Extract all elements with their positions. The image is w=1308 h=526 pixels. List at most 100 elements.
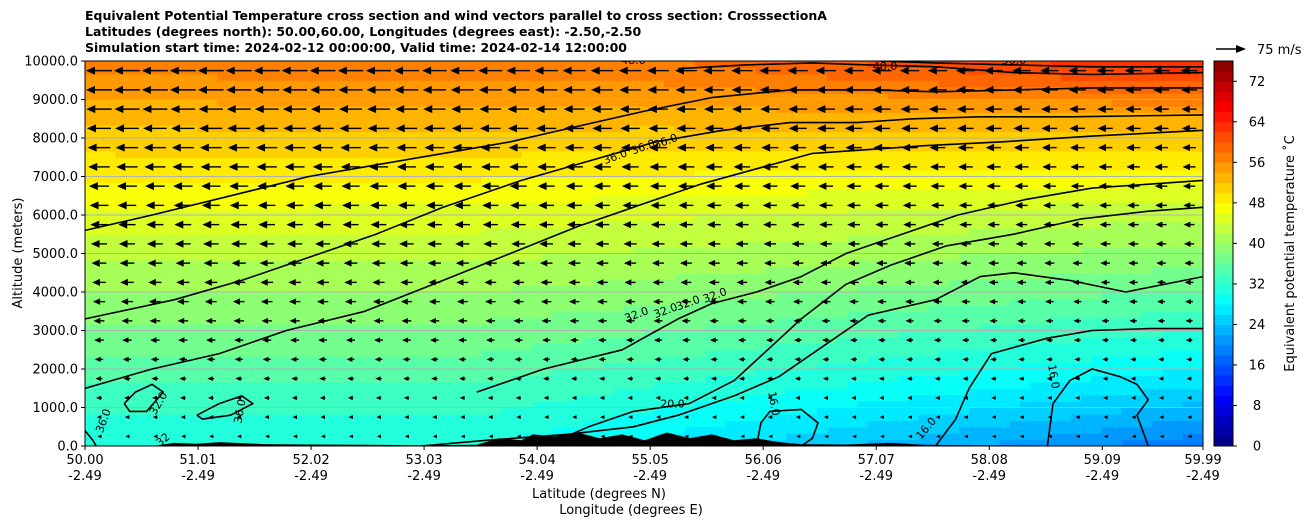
field-cell (359, 125, 371, 133)
field-cell (786, 240, 798, 248)
field-cell (145, 413, 157, 421)
field-cell (725, 61, 737, 69)
field-cell (135, 259, 147, 267)
field-cell (664, 61, 676, 69)
field-cell (633, 150, 645, 158)
field-cell (166, 150, 178, 158)
field-cell (410, 247, 421, 255)
field-cell (298, 195, 310, 203)
field-cell (552, 234, 564, 242)
field-cell (522, 195, 533, 203)
field-cell (522, 170, 533, 178)
field-cell (633, 208, 645, 216)
field-cell (359, 150, 371, 158)
field-cell (450, 304, 462, 312)
field-cell (867, 285, 879, 293)
field-cell (196, 131, 208, 139)
field-cell (501, 292, 513, 300)
field-cell (837, 189, 848, 197)
field-cell (674, 253, 686, 261)
field-cell (583, 221, 594, 229)
field-cell (166, 131, 178, 139)
field-cell (522, 150, 533, 158)
field-cell (400, 131, 411, 139)
field-cell (298, 311, 310, 319)
field-cell (217, 73, 228, 81)
field-cell (603, 330, 615, 338)
field-cell (583, 247, 594, 255)
field-cell (461, 407, 472, 415)
field-cell (806, 292, 818, 300)
field-cell (440, 112, 452, 120)
field-cell (877, 349, 889, 357)
field-cell (735, 150, 747, 158)
field-cell (267, 99, 279, 107)
field-cell (755, 413, 767, 421)
field-cell (227, 157, 239, 165)
field-cell (837, 221, 848, 229)
field-cell (339, 131, 350, 139)
field-cell (847, 349, 859, 357)
field-cell (898, 221, 909, 229)
field-cell (308, 285, 320, 293)
field-cell (430, 208, 442, 216)
field-cell (918, 336, 930, 344)
field-cell (511, 93, 523, 101)
field-cell (847, 330, 859, 338)
field-cell (664, 221, 676, 229)
field-cell (359, 189, 371, 197)
field-cell (796, 311, 808, 319)
field-cell (847, 401, 859, 409)
field-cell (105, 208, 117, 216)
field-cell (501, 343, 513, 351)
field-cell (857, 401, 869, 409)
field-cell (369, 324, 381, 332)
field-cell (379, 247, 391, 255)
field-cell (826, 73, 838, 81)
field-cell (267, 369, 279, 377)
field-cell (135, 112, 147, 120)
field-cell (257, 138, 269, 146)
field-cell (288, 253, 300, 261)
field-cell (247, 112, 259, 120)
field-cell (135, 304, 147, 312)
field-cell (776, 324, 787, 332)
field-cell (532, 394, 543, 402)
field-cell (826, 317, 838, 325)
field-cell (400, 381, 411, 389)
field-cell (918, 131, 930, 139)
field-cell (318, 80, 330, 88)
field-cell (115, 215, 127, 223)
field-cell (562, 311, 574, 319)
field-cell (176, 247, 188, 255)
field-cell (562, 150, 574, 158)
field-cell (308, 150, 320, 158)
field-cell (156, 343, 167, 351)
field-cell (115, 272, 127, 280)
field-cell (806, 279, 818, 287)
field-cell (552, 138, 564, 146)
field-cell (806, 189, 818, 197)
field-cell (217, 394, 228, 402)
field-cell (288, 215, 300, 223)
field-cell (328, 163, 340, 171)
field-cell (95, 93, 106, 101)
field-cell (410, 259, 421, 267)
field-cell (562, 189, 574, 197)
field-cell (359, 394, 371, 402)
field-cell (125, 227, 137, 235)
field-cell (674, 227, 686, 235)
field-cell (745, 234, 757, 242)
field-cell (816, 61, 828, 69)
field-cell (593, 433, 604, 441)
field-cell (654, 362, 665, 370)
field-cell (583, 163, 594, 171)
field-cell (684, 157, 696, 165)
field-cell (491, 375, 503, 383)
field-cell (85, 394, 96, 402)
field-cell (806, 388, 818, 396)
field-cell (664, 202, 676, 210)
field-cell (532, 343, 543, 351)
field-cell (471, 259, 482, 267)
field-cell (318, 112, 330, 120)
